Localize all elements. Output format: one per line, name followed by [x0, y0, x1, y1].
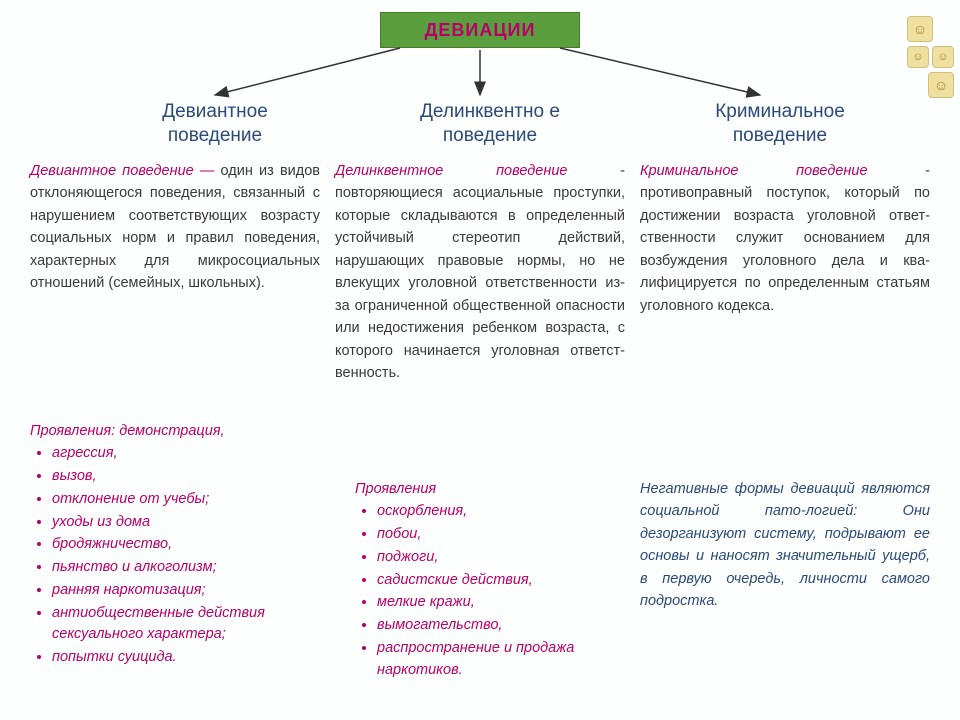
- col3-note: Негативные формы девиаций являются социа…: [640, 478, 930, 613]
- list-item: агрессия,: [52, 443, 320, 465]
- list-item: оскорбления,: [377, 501, 605, 523]
- col3-rest: - противоправный поступок, который по до…: [640, 163, 930, 314]
- list-item: ранняя наркотизация;: [52, 580, 320, 602]
- col1-manifest-label: Проявления: демонстрация,: [30, 420, 320, 442]
- smiley-icon: ☺: [932, 46, 954, 68]
- list-item: пьянство и алкоголизм;: [52, 557, 320, 579]
- col3-header: Криминальное поведение: [680, 100, 880, 148]
- smiley-icon: ☺: [907, 46, 929, 68]
- col2-definition: Делинквентное поведение - повторяющиеся …: [335, 160, 625, 385]
- smiley-icon: ☺: [928, 72, 954, 98]
- col2-manifest-label: Проявления: [355, 478, 605, 500]
- list-item: уходы из дома: [52, 512, 320, 534]
- col2-manifest-block: Проявления оскорбления,побои,поджоги,сад…: [355, 478, 605, 682]
- list-item: распространение и продажа наркотиков.: [377, 638, 605, 682]
- list-item: отклонение от учебы;: [52, 489, 320, 511]
- list-item: побои,: [377, 524, 605, 546]
- list-item: поджоги,: [377, 547, 605, 569]
- col3-lead: Криминальное поведение: [640, 163, 868, 179]
- arrow-right: [560, 48, 760, 95]
- smiley-icon: ☺: [907, 16, 933, 42]
- col3-definition: Криминальное поведение - противоправный …: [640, 160, 930, 317]
- title-text: ДЕВИАЦИИ: [425, 20, 536, 41]
- list-item: попытки суицида.: [52, 647, 320, 669]
- col2-rest: - повторяющиеся асоциальные проступки, к…: [335, 163, 625, 381]
- col2-header: Делинквентно е поведение: [400, 100, 580, 148]
- list-item: антиобщественные действия сексуального х…: [52, 603, 320, 647]
- list-item: садистские действия,: [377, 570, 605, 592]
- title-box: ДЕВИАЦИИ: [380, 12, 580, 48]
- col1-header: Девиантное поведение: [125, 100, 305, 148]
- col1-lead: Девиантное поведение —: [30, 163, 214, 179]
- emoji-decorations: ☺ ☺ ☺ ☺: [907, 16, 954, 98]
- col2-manifest-list: оскорбления,побои,поджоги,садистские дей…: [355, 501, 605, 681]
- arrow-left: [215, 48, 400, 95]
- list-item: вызов,: [52, 466, 320, 488]
- col1-rest: один из видов отклоня­ющегося поведения,…: [30, 163, 320, 291]
- list-item: мелкие кражи,: [377, 592, 605, 614]
- col1-manifest-list: агрессия,вызов,отклонение от учебы;уходы…: [30, 443, 320, 669]
- list-item: бродяжничество,: [52, 534, 320, 556]
- col2-lead: Делинквентное поведение: [335, 163, 567, 179]
- col1-manifest-block: Проявления: демонстрация, агрессия,вызов…: [30, 420, 320, 670]
- col1-definition: Девиантное поведение — один из видов отк…: [30, 160, 320, 295]
- list-item: вымогательство,: [377, 615, 605, 637]
